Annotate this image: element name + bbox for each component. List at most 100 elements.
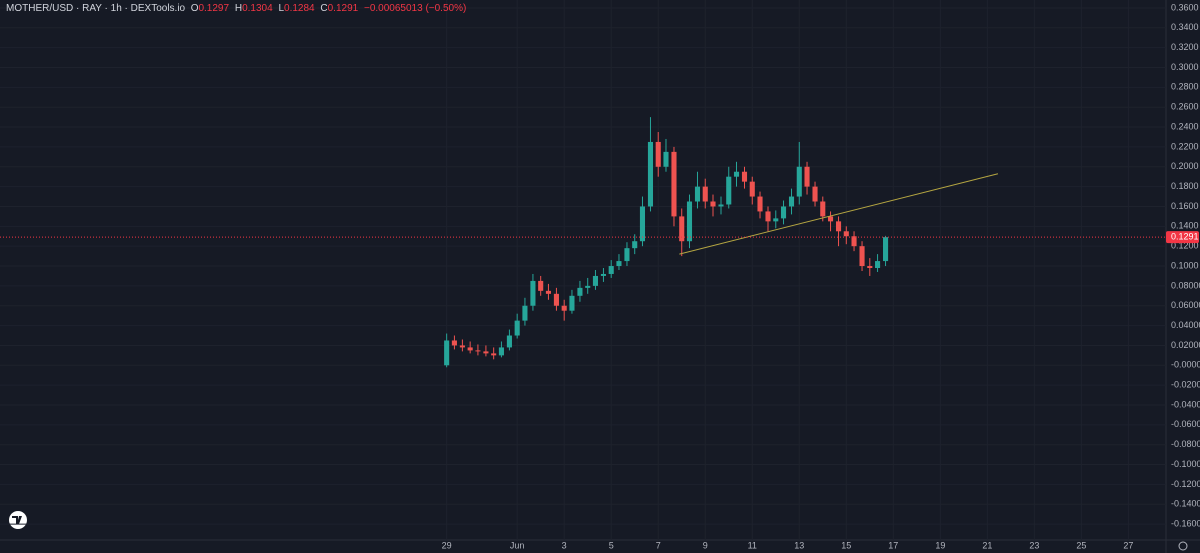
candle-body — [733, 171, 740, 177]
candle-body — [804, 166, 810, 187]
ohlc-label: L — [278, 3, 285, 14]
logo-glyph — [12, 516, 22, 524]
candle-body — [530, 280, 536, 306]
candles — [444, 117, 889, 368]
y-tick-label: 0.3000 — [1171, 62, 1199, 72]
candle-body — [867, 266, 873, 269]
ohlc-label: O — [190, 3, 199, 14]
candle-body — [491, 353, 497, 356]
last-price-label: 0.1291 — [1171, 232, 1199, 242]
candle-body — [459, 345, 465, 348]
header: MOTHER/USD · RAY · 1h · DEXTools.io O 0.1… — [6, 3, 469, 14]
y-tick-label: -0.0800 — [1171, 439, 1200, 449]
y-tick-label: 0.1600 — [1171, 201, 1199, 211]
candle-body — [835, 221, 842, 232]
y-tick-label: -0.0400 — [1171, 399, 1200, 409]
y-tick-label: -0.1400 — [1171, 499, 1200, 509]
candle-body — [467, 347, 473, 351]
candle-body — [585, 285, 591, 288]
candle-body — [506, 335, 512, 348]
candle-body — [686, 201, 693, 242]
candle-body — [859, 246, 865, 267]
candle-body — [538, 280, 544, 291]
candle-body — [851, 236, 857, 247]
change: −0.00065013 (−0.50%) — [364, 3, 467, 14]
candle-body — [741, 171, 748, 182]
settings-icon — [1178, 541, 1188, 551]
candle-body — [608, 266, 614, 274]
candle-body — [444, 340, 450, 366]
y-tick-label: 0.2400 — [1171, 121, 1199, 131]
candle-body — [483, 351, 489, 354]
ohlc-label: C — [320, 3, 328, 14]
candle-body — [710, 201, 716, 207]
candle-body — [820, 201, 826, 217]
candle-body — [577, 287, 583, 296]
candle-body — [632, 241, 638, 249]
y-tick-label: -0.0000 — [1171, 360, 1200, 370]
y-tick-label: 0.1800 — [1171, 181, 1199, 191]
candle-body — [765, 211, 771, 222]
y-tick-label: -0.1600 — [1171, 518, 1200, 528]
candle-body — [812, 186, 818, 202]
x-tick-label: Jun — [510, 540, 525, 550]
y-tick-label: 0.1000 — [1171, 260, 1199, 270]
candle-body — [726, 176, 732, 205]
x-tick-label: 9 — [703, 540, 708, 550]
candle-body — [514, 320, 520, 336]
candle-body — [451, 340, 457, 346]
x-tick-label: 29 — [442, 540, 452, 550]
candle-body — [600, 273, 606, 276]
ohlc-value: 0.1284 — [284, 3, 315, 14]
y-tick-label: -0.0600 — [1171, 419, 1200, 429]
candle-body — [702, 186, 708, 202]
candle-body — [498, 347, 504, 356]
y-tick-label: -0.1000 — [1171, 459, 1200, 469]
settings-button[interactable] — [1178, 541, 1188, 551]
ohlc-value: 0.1304 — [242, 3, 273, 14]
x-tick-label: 15 — [841, 540, 851, 550]
y-tick-label: -0.1200 — [1171, 479, 1200, 489]
y-tick-label: 0.2600 — [1171, 102, 1199, 112]
candle-body — [718, 204, 724, 207]
candle-body — [561, 305, 567, 311]
x-tick-label: 19 — [935, 540, 945, 550]
y-tick-label: 0.02000 — [1171, 340, 1200, 350]
candle-body — [647, 141, 654, 207]
candle-body — [592, 275, 599, 286]
x-tick-label: 7 — [656, 540, 661, 550]
y-tick-label: 0.3200 — [1171, 42, 1199, 52]
trendline — [679, 173, 999, 255]
x-tick-label: 23 — [1029, 540, 1039, 550]
candle-body — [827, 216, 834, 222]
candle-body — [796, 166, 802, 197]
candle-body — [694, 186, 701, 202]
candle-body — [545, 290, 551, 294]
y-tick-label: 0.3400 — [1171, 22, 1199, 32]
candle-body — [616, 261, 622, 267]
candle-body — [663, 151, 669, 167]
x-tick-label: 3 — [562, 540, 567, 550]
candle-body — [773, 218, 779, 222]
y-tick-label: 0.3600 — [1171, 2, 1199, 12]
candle-body — [780, 206, 787, 219]
tv-logo[interactable] — [9, 511, 27, 529]
candle-body — [655, 141, 661, 167]
candle-body — [475, 350, 481, 352]
candle-body — [757, 196, 763, 212]
y-tick-label: 0.2200 — [1171, 141, 1199, 151]
symbol-title: MOTHER/USD · RAY · 1h · DEXTools.io — [6, 3, 186, 14]
candle-body — [522, 305, 528, 321]
candle-body — [679, 216, 685, 242]
x-tick-label: 13 — [794, 540, 804, 550]
candle-body — [624, 248, 630, 262]
candle-body — [843, 231, 849, 237]
last-price-badge — [1166, 231, 1199, 244]
x-tick-label: 11 — [748, 540, 757, 550]
x-tick-label: 27 — [1123, 540, 1133, 550]
y-tick-label: 0.2800 — [1171, 82, 1199, 92]
candle-body — [569, 295, 575, 311]
